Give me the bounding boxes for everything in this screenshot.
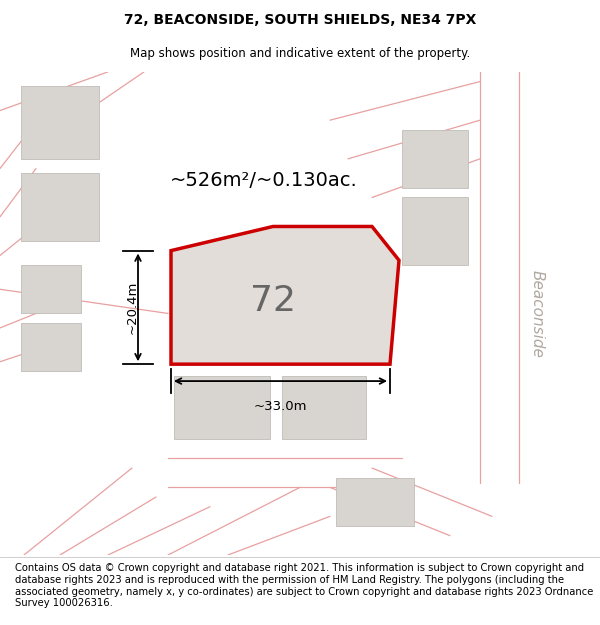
Bar	[21, 265, 81, 314]
Polygon shape	[171, 226, 399, 364]
Bar	[402, 130, 468, 188]
Text: Contains OS data © Crown copyright and database right 2021. This information is : Contains OS data © Crown copyright and d…	[15, 563, 593, 608]
Text: ~526m²/~0.130ac.: ~526m²/~0.130ac.	[170, 171, 358, 190]
Text: Map shows position and indicative extent of the property.: Map shows position and indicative extent…	[130, 47, 470, 59]
Bar	[402, 198, 468, 265]
Text: ~20.4m: ~20.4m	[125, 281, 139, 334]
Text: ~33.0m: ~33.0m	[254, 401, 307, 413]
Bar	[21, 173, 99, 241]
Bar	[336, 478, 414, 526]
Text: Beaconside: Beaconside	[530, 269, 545, 358]
Bar	[174, 376, 270, 439]
Bar	[21, 323, 81, 371]
Bar	[282, 376, 366, 439]
Text: 72, BEACONSIDE, SOUTH SHIELDS, NE34 7PX: 72, BEACONSIDE, SOUTH SHIELDS, NE34 7PX	[124, 13, 476, 27]
Text: 72: 72	[250, 284, 296, 318]
Bar	[21, 86, 99, 159]
